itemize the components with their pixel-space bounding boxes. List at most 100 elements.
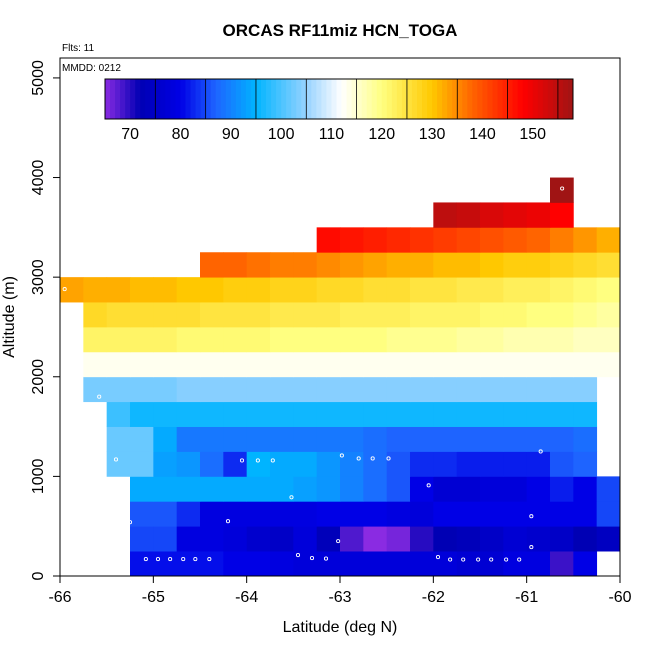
heatmap-cell [480,526,504,552]
colorbar-segment [286,79,292,119]
heatmap-cell [293,551,318,577]
heatmap-cell [83,302,108,328]
x-tick-label: -65 [142,589,165,606]
heatmap-cell [410,476,434,502]
heatmap-cell [526,202,551,228]
heatmap-cell [130,451,154,477]
heatmap-cell [270,426,294,452]
heatmap-cell [526,501,551,527]
heatmap-cell [386,326,411,353]
heatmap-cell [503,227,528,253]
colorbar-segment [185,79,192,119]
heatmap-cell [386,501,411,527]
heatmap-cell [270,351,294,378]
heatmap-cell [270,551,294,577]
heatmap-cell [480,501,504,527]
heatmap-cell [456,202,481,228]
colorbar-tick-label: 110 [319,126,345,143]
heatmap-cell [316,451,341,477]
heatmap-cell [130,551,154,577]
sample-point [193,557,198,562]
heatmap-cell [223,376,248,403]
colorbar-segment [230,79,237,119]
colorbar-segment [532,79,539,119]
heatmap-cell [363,426,388,452]
heatmap-cell [176,376,201,403]
sample-point [560,186,565,191]
colorbar-segment [487,79,493,119]
heatmap-cell [480,252,504,278]
heatmap-cell [573,277,598,303]
colorbar-segment [422,79,428,119]
colorbar-segment [417,79,423,119]
heatmap-cell [246,501,271,527]
sample-point [225,519,231,524]
sample-point [336,539,341,544]
heatmap-cell [433,476,458,502]
heatmap-cell [526,252,551,278]
heatmap-cell [573,376,598,403]
heatmap-cell [200,526,224,552]
heatmap-cell [340,252,364,278]
heatmap-cells [60,177,621,577]
heatmap-cell [386,252,411,278]
heatmap-cell [596,351,621,378]
heatmap-cell [246,277,271,303]
heatmap-cell [316,501,341,527]
heatmap-cell [550,302,574,328]
heatmap-cell [456,426,481,452]
heatmap-cell [293,451,318,477]
colorbar-segment [235,79,242,119]
sample-point [426,483,431,488]
heatmap-cell [480,376,504,403]
colorbar-frame [104,78,574,120]
sample-point [62,287,67,292]
y-tick-label: 1000 [30,458,47,494]
heatmap-cell [410,426,434,452]
heatmap-cell [386,526,411,552]
heatmap-cell [153,302,178,328]
heatmap-cell [316,302,341,328]
heatmap-cell [106,326,131,353]
heatmap-cell [596,252,621,278]
heatmap-cell [363,326,388,353]
heatmap-cell [433,326,458,353]
heatmap-cell [550,376,574,403]
heatmap-cell [456,376,481,403]
heatmap-cell [153,277,178,303]
heatmap-cell [246,401,271,427]
colorbar-segment [150,79,156,119]
heatmap-cell [130,501,154,527]
heatmap-cell [433,551,458,577]
heatmap-cell [293,302,318,328]
heatmap-cell [573,526,598,552]
heatmap-cell [316,277,341,303]
heatmap-cell [246,426,271,452]
colorbar-segment [427,79,433,119]
heatmap-cell [550,326,574,353]
heatmap-cell [456,526,481,552]
heatmap-cell [410,277,434,303]
heatmap-cell [363,451,388,477]
heatmap-cell [503,501,528,527]
heatmap-cell [503,451,528,477]
heatmap-cell [526,376,551,403]
colorbar-segment [155,79,161,119]
heatmap-cell [106,376,131,403]
heatmap-cell [410,302,434,328]
colorbar-segment [482,79,488,119]
heatmap-cell [596,302,621,328]
heatmap-cell [386,451,411,477]
colorbar-segment [261,79,267,119]
heatmap-cell [503,302,528,328]
heatmap-cell [433,501,458,527]
heatmap-cell [456,351,481,378]
heatmap-cell [340,401,364,427]
heatmap-cell [316,227,341,253]
colorbar-segment [386,79,393,119]
heatmap-cell [596,227,621,253]
colorbar-segment [271,79,277,119]
colorbar-tick-label: 100 [268,126,295,143]
colorbar-segment [140,79,146,119]
colorbar-segment [205,79,212,119]
